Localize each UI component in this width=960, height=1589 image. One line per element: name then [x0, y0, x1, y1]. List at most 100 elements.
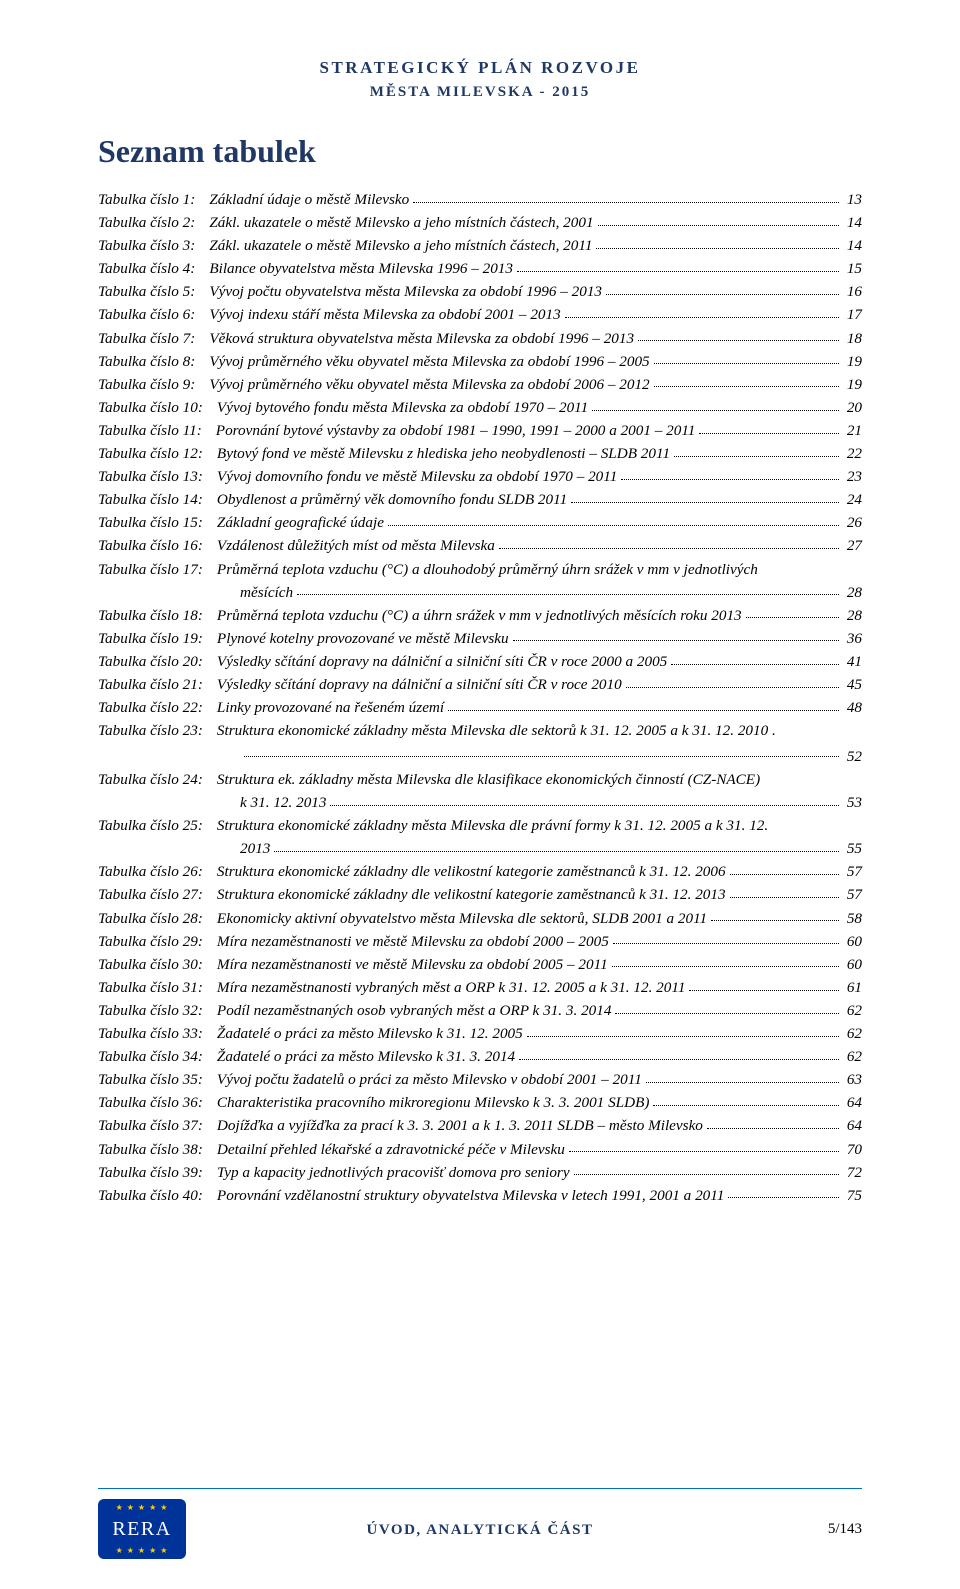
toc-row: Tabulka číslo 14:Obydlenost a průměrný v…: [98, 488, 862, 511]
toc-row: Tabulka číslo 29:Míra nezaměstnanosti ve…: [98, 930, 862, 953]
toc-leader-dots: [513, 627, 839, 642]
toc-entry-label: Tabulka číslo 33:: [98, 1022, 217, 1045]
toc-entry-label: Tabulka číslo 24:: [98, 768, 217, 791]
toc-entry-label: Tabulka číslo 37:: [98, 1114, 217, 1137]
toc-row-continuation: měsících 28: [98, 581, 862, 604]
toc-entry-label: Tabulka číslo 1:: [98, 188, 209, 211]
toc-entry-page: 27: [843, 534, 862, 557]
toc-entry-desc: Linky provozované na řešeném území: [217, 696, 444, 719]
toc-entry-page: 14: [843, 234, 862, 257]
toc-entry-desc-cont: měsících: [240, 581, 293, 604]
toc-entry-label: Tabulka číslo 22:: [98, 696, 217, 719]
toc-entry-label: Tabulka číslo 36:: [98, 1091, 217, 1114]
toc-leader-dots: [388, 511, 839, 526]
toc-entry-page: 64: [843, 1091, 862, 1114]
toc-entry-desc: Zákl. ukazatele o městě Milevsko a jeho …: [209, 211, 593, 234]
toc-entry-desc: Bytový fond ve městě Milevsku z hlediska…: [217, 442, 670, 465]
toc-entry-page: 57: [843, 860, 862, 883]
toc-leader-dots: [297, 581, 839, 596]
toc-row: Tabulka číslo 21:Výsledky sčítání doprav…: [98, 673, 862, 696]
toc-row: Tabulka číslo 19:Plynové kotelny provozo…: [98, 627, 862, 650]
toc-entry-desc: Plynové kotelny provozované ve městě Mil…: [217, 627, 509, 650]
toc-entry-desc: Bilance obyvatelstva města Milevska 1996…: [209, 257, 513, 280]
toc-leader-dots: [711, 907, 839, 922]
toc-leader-dots: [699, 419, 838, 434]
toc-leader-dots: [674, 442, 839, 457]
toc-entry-page: 36: [843, 627, 862, 650]
toc-row: Tabulka číslo 34:Žadatelé o práci za měs…: [98, 1045, 862, 1068]
toc-row: Tabulka číslo 11:Porovnání bytové výstav…: [98, 419, 862, 442]
toc-entry-page: 17: [843, 303, 862, 326]
toc-entry-page: 19: [843, 350, 862, 373]
toc-entry-page: 20: [843, 396, 862, 419]
logo-stars-bottom: ★ ★ ★ ★ ★: [98, 1546, 186, 1555]
toc-leader-dots: [638, 327, 839, 342]
toc-entry-label: Tabulka číslo 13:: [98, 465, 217, 488]
toc-entry-desc: Vývoj počtu žadatelů o práci za město Mi…: [217, 1068, 642, 1091]
toc-entry-page: 52: [843, 745, 862, 768]
toc-row-continuation: k 31. 12. 201353: [98, 791, 862, 814]
toc-row-continuation: 201355: [98, 837, 862, 860]
toc-leader-dots: [612, 953, 839, 968]
toc-leader-dots: [571, 488, 839, 503]
toc-entry-label: Tabulka číslo 26:: [98, 860, 217, 883]
toc-row: Tabulka číslo 17:Průměrná teplota vzduch…: [98, 558, 862, 581]
toc-leader-dots: [728, 1184, 838, 1199]
toc-entry-label: Tabulka číslo 39:: [98, 1161, 217, 1184]
toc-entry-page: 19: [843, 373, 862, 396]
toc-entry-desc-cont: k 31. 12. 2013: [240, 791, 326, 814]
toc-entry-label: Tabulka číslo 14:: [98, 488, 217, 511]
toc-entry-desc: Základní geografické údaje: [217, 511, 384, 534]
toc-entry-label: Tabulka číslo 31:: [98, 976, 217, 999]
toc-entry-page: 24: [843, 488, 862, 511]
toc-row-continuation: 52: [98, 742, 862, 768]
toc-entry-label: Tabulka číslo 7:: [98, 327, 209, 350]
toc-entry-page: 48: [843, 696, 862, 719]
toc-entry-desc: Detailní přehled lékařské a zdravotnické…: [217, 1138, 565, 1161]
toc-entry-label: Tabulka číslo 30:: [98, 953, 217, 976]
toc-row: Tabulka číslo 2:Zákl. ukazatele o městě …: [98, 211, 862, 234]
toc-leader-dots: [519, 1045, 839, 1060]
toc-leader-dots: [615, 999, 838, 1014]
toc-entry-label: Tabulka číslo 8:: [98, 350, 209, 373]
toc-entry-label: Tabulka číslo 3:: [98, 234, 209, 257]
toc-entry-label: Tabulka číslo 5:: [98, 280, 209, 303]
toc-entry-page: 28: [843, 581, 862, 604]
toc-entry-desc: Dojížďka a vyjížďka za prací k 3. 3. 200…: [217, 1114, 703, 1137]
toc-entry-label: Tabulka číslo 17:: [98, 558, 217, 581]
toc-row: Tabulka číslo 28:Ekonomicky aktivní obyv…: [98, 907, 862, 930]
toc-entry-desc: Míra nezaměstnanosti ve městě Milevsku z…: [217, 930, 609, 953]
toc-entry-label: Tabulka číslo 35:: [98, 1068, 217, 1091]
toc-leader-dots: [671, 650, 839, 665]
toc-row: Tabulka číslo 26:Struktura ekonomické zá…: [98, 860, 862, 883]
toc-entry-desc: Porovnání vzdělanostní struktury obyvate…: [217, 1184, 724, 1207]
toc-entry-label: Tabulka číslo 25:: [98, 814, 217, 837]
table-of-contents: Tabulka číslo 1:Základní údaje o městě M…: [98, 188, 862, 1207]
toc-entry-page: 55: [843, 837, 862, 860]
toc-row: Tabulka číslo 1:Základní údaje o městě M…: [98, 188, 862, 211]
toc-entry-page: 14: [843, 211, 862, 234]
toc-leader-dots: [527, 1022, 839, 1037]
toc-row: Tabulka číslo 27:Struktura ekonomické zá…: [98, 883, 862, 906]
toc-entry-label: Tabulka číslo 21:: [98, 673, 217, 696]
toc-entry-desc: Ekonomicky aktivní obyvatelstvo města Mi…: [217, 907, 707, 930]
toc-entry-page: 57: [843, 883, 862, 906]
toc-entry-label: Tabulka číslo 9:: [98, 373, 209, 396]
toc-entry-desc: Vývoj průměrného věku obyvatel města Mil…: [209, 373, 649, 396]
toc-entry-desc: Věková struktura obyvatelstva města Mile…: [209, 327, 634, 350]
footer-rule: [98, 1488, 862, 1489]
toc-leader-dots: [244, 742, 839, 757]
toc-row: Tabulka číslo 36:Charakteristika pracovn…: [98, 1091, 862, 1114]
toc-entry-label: Tabulka číslo 38:: [98, 1138, 217, 1161]
toc-entry-desc: Průměrná teplota vzduchu (°C) a úhrn srá…: [217, 604, 742, 627]
toc-entry-desc: Míra nezaměstnanosti ve městě Milevsku z…: [217, 953, 608, 976]
header-line2: MĚSTA MILEVSKA - 2015: [98, 84, 862, 101]
toc-entry-label: Tabulka číslo 12:: [98, 442, 217, 465]
toc-entry-desc: Vývoj bytového fondu města Milevska za o…: [217, 396, 588, 419]
toc-entry-desc: Struktura ek. základny města Milevska dl…: [217, 768, 760, 791]
toc-row: Tabulka číslo 38:Detailní přehled lékařs…: [98, 1138, 862, 1161]
toc-entry-page: 58: [843, 907, 862, 930]
toc-row: Tabulka číslo 35:Vývoj počtu žadatelů o …: [98, 1068, 862, 1091]
toc-entry-label: Tabulka číslo 34:: [98, 1045, 217, 1068]
toc-leader-dots: [330, 791, 838, 806]
